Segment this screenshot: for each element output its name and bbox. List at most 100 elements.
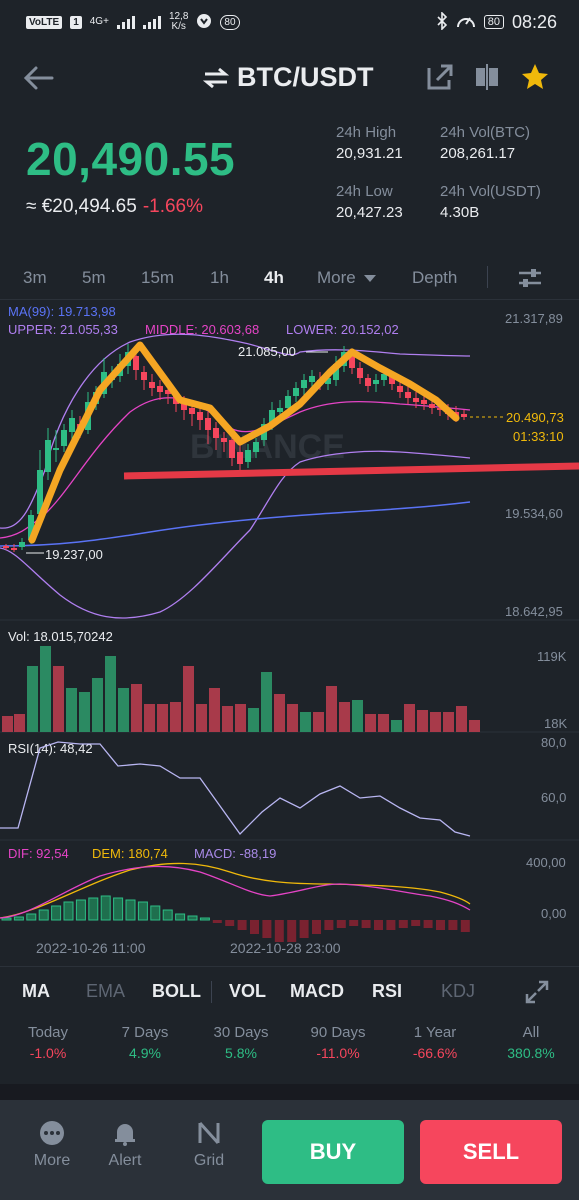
page-title: BTC/USDT	[237, 62, 374, 92]
indicator-macd[interactable]: MACD	[290, 981, 344, 1001]
candle-body	[11, 548, 17, 550]
candlestick-mode-icon[interactable]	[472, 62, 502, 92]
date-label-2: 2022-10-28 23:00	[230, 940, 341, 956]
volume-bar	[235, 704, 246, 732]
rsi-label: RSI(14): 48,42	[8, 741, 93, 756]
macd-bar	[250, 920, 259, 934]
grid-button[interactable]: Grid	[179, 1120, 239, 1170]
boll-middle-label: MIDDLE: 20.603,68	[145, 322, 259, 337]
volume-bar	[105, 656, 116, 732]
macd-bar	[100, 895, 111, 921]
indicator-vol[interactable]: VOL	[229, 981, 267, 1001]
alert-button[interactable]: Alert	[95, 1120, 155, 1170]
volume-bar	[66, 688, 77, 732]
macd-bar	[374, 920, 383, 930]
volume-bar	[14, 714, 25, 732]
share-icon[interactable]	[425, 62, 455, 92]
macd-bar	[423, 920, 433, 928]
macd-bar	[187, 915, 198, 921]
candle-body	[365, 378, 371, 386]
price-axis-bottom: 18.642,95	[505, 604, 563, 619]
volume-bar	[352, 700, 363, 732]
perf-today: Today -1.0%	[27, 1024, 69, 1061]
volume-bar	[391, 720, 402, 732]
sell-button[interactable]: SELL	[420, 1120, 562, 1184]
favorite-star-icon[interactable]	[520, 62, 550, 92]
volume-bar	[144, 704, 155, 732]
indicator-ma[interactable]: MA	[22, 981, 50, 1001]
volume-bar	[287, 704, 298, 732]
battery-icon: 80	[483, 15, 504, 29]
macd-bar	[26, 913, 37, 921]
stat-24h-vol-usdt: 24h Vol(USDT) 4.30B	[440, 183, 541, 221]
indicator-ema[interactable]: EMA	[86, 981, 126, 1001]
candle-body	[237, 452, 243, 464]
candle-body	[357, 368, 363, 378]
macd-bar	[13, 916, 24, 921]
header: BTC/USDT	[0, 50, 579, 106]
stat-24h-vol-btc: 24h Vol(BTC) 208,261.17	[440, 124, 531, 162]
volume-bar	[248, 708, 259, 732]
fullscreen-icon[interactable]	[524, 979, 550, 1005]
macd-bar	[225, 920, 235, 926]
tab-more[interactable]: More	[317, 268, 377, 288]
pair-selector[interactable]: BTC/USDT	[203, 62, 374, 93]
volume-bar	[365, 714, 376, 732]
pattern-annotation	[28, 341, 460, 544]
price-axis-mid: 19.534,60	[505, 506, 563, 521]
candle-body	[405, 392, 411, 398]
candle-body	[45, 440, 51, 472]
candle-body	[181, 404, 187, 410]
rsi-axis-top: 80,0	[541, 735, 566, 750]
volume-bar	[469, 720, 480, 732]
indicator-separator	[211, 981, 212, 1003]
indicator-rsi[interactable]: RSI	[372, 981, 403, 1001]
last-price-tag: 20.490,73	[506, 410, 564, 425]
buy-button[interactable]: BUY	[262, 1120, 404, 1184]
candle-body	[189, 408, 195, 414]
more-button[interactable]: More	[22, 1120, 82, 1170]
candle-body	[253, 442, 259, 452]
macd-bar	[262, 920, 272, 938]
tab-1h[interactable]: 1h	[210, 268, 229, 287]
volume-bar	[118, 688, 129, 732]
macd-bar	[324, 920, 334, 930]
candle-body	[269, 410, 275, 424]
volume-bar	[404, 704, 415, 732]
macd-bar	[287, 920, 297, 942]
candlestick-chart[interactable]: BINANCE MA(99): 19.713,98 UPPER: 21.055,…	[0, 300, 579, 960]
perf-30-days: 30 Days 5.8%	[213, 1024, 269, 1061]
perf-90-days: 90 Days -11.0%	[310, 1024, 366, 1061]
candle-body	[205, 418, 211, 430]
macd-bar	[336, 920, 346, 928]
app-notification-icon	[196, 13, 212, 32]
volume-bar	[313, 712, 324, 732]
macd-bar	[199, 917, 210, 921]
more-dots-icon	[40, 1121, 64, 1145]
chart-settings-icon[interactable]	[516, 264, 544, 292]
volume-bar	[430, 712, 441, 732]
tab-5m[interactable]: 5m	[82, 268, 106, 287]
tab-3m[interactable]: 3m	[23, 268, 47, 287]
volume-bar	[274, 694, 285, 732]
volume-bar	[209, 688, 220, 732]
candle-body	[213, 428, 219, 438]
volume-bar	[261, 672, 272, 732]
back-arrow-icon[interactable]	[22, 64, 56, 92]
indicator-bar: MA EMA BOLL VOL MACD RSI KDJ	[0, 966, 579, 1016]
tab-depth[interactable]: Depth	[412, 268, 458, 287]
indicator-boll[interactable]: BOLL	[152, 981, 201, 1001]
scroll-area[interactable]	[0, 1084, 579, 1100]
candle-body	[285, 396, 291, 408]
tab-15m[interactable]: 15m	[141, 268, 175, 287]
candle-body	[301, 380, 307, 388]
notification-count: 80	[220, 14, 240, 30]
tab-4h[interactable]: 4h	[264, 268, 284, 287]
ma99-line	[0, 501, 471, 547]
boll-upper-label: UPPER: 21.055,33	[8, 322, 118, 337]
candle-body	[277, 408, 283, 412]
volume-bar	[92, 678, 103, 732]
indicator-kdj[interactable]: KDJ	[441, 981, 476, 1001]
candle-body	[389, 376, 395, 384]
candle-body	[437, 408, 443, 410]
